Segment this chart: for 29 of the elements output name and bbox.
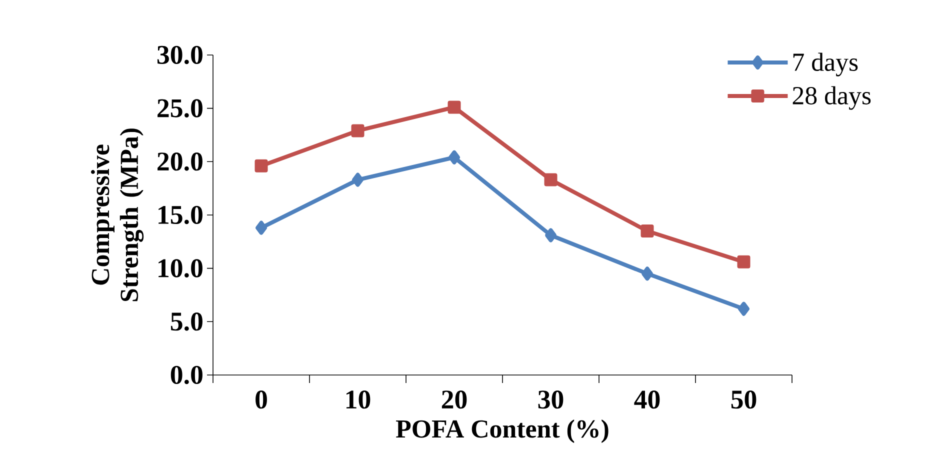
y-tick-label: 20.0: [158, 152, 202, 171]
point: [352, 172, 364, 187]
x-tick-label: 50: [731, 390, 756, 409]
y-tick-label: 10.0: [158, 259, 202, 278]
y-tick-label: 15.0: [158, 206, 202, 224]
y-tick-label: 30.0: [157, 46, 202, 64]
x-tick-label: 10: [346, 390, 370, 409]
point: [640, 224, 654, 238]
x-axis-title: POFA Content (%): [396, 420, 608, 443]
legend-label: 28 days: [792, 86, 871, 110]
x-tick-label: 20: [442, 390, 467, 409]
point: [642, 266, 654, 281]
y-tick-label: 0.0: [170, 366, 202, 384]
point: [351, 124, 364, 138]
y-axis-title: Compressive Strength (MPa): [91, 128, 144, 302]
y-tick-label: 25.0: [158, 99, 202, 118]
legend-label: 7 days: [793, 52, 858, 76]
x-tick-label: 40: [634, 390, 660, 409]
point: [738, 302, 750, 316]
y-tick-label: 5.0: [170, 312, 202, 331]
point: [544, 173, 558, 186]
point: [448, 100, 461, 114]
point: [737, 255, 750, 268]
point: [545, 228, 557, 242]
point: [254, 159, 268, 172]
point: [448, 150, 460, 164]
point: [256, 220, 268, 235]
x-tick-label: 30: [538, 390, 564, 409]
x-tick-label: 0: [256, 390, 267, 409]
